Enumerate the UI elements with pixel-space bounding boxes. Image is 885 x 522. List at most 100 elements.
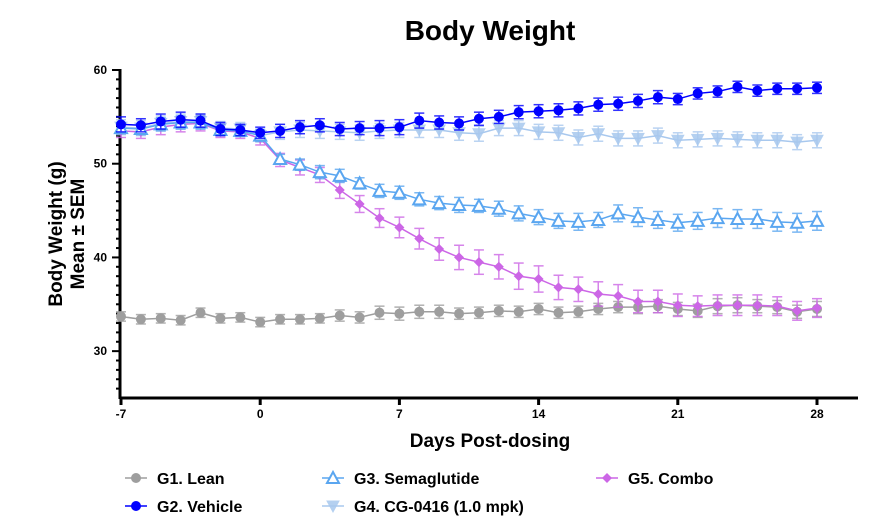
data-point: [491, 200, 507, 215]
data-point: [553, 282, 564, 293]
data-point: [334, 184, 345, 195]
x-tick-label: 28: [810, 407, 824, 421]
legend-item: G5. Combo: [596, 471, 714, 488]
data-point: [332, 167, 348, 182]
data-point: [732, 300, 743, 311]
data-point: [709, 209, 726, 225]
data-point: [749, 210, 766, 226]
data-point: [613, 98, 624, 109]
data-point: [729, 210, 746, 226]
data-point: [750, 134, 765, 148]
data-point: [672, 300, 683, 311]
data-point: [789, 214, 805, 229]
data-point: [533, 273, 544, 284]
data-point: [651, 130, 665, 143]
data-point: [511, 205, 527, 220]
series-1: [116, 80, 822, 140]
data-point: [414, 306, 425, 317]
data-point: [553, 307, 564, 318]
data-point: [312, 164, 328, 179]
data-point: [354, 199, 365, 210]
data-point: [414, 115, 425, 126]
data-point: [275, 314, 286, 325]
data-point: [533, 303, 544, 314]
data-point: [752, 300, 763, 311]
data-point: [511, 122, 526, 136]
legend-label: G5. Combo: [628, 471, 714, 488]
legend-label: G3. Semaglutide: [354, 471, 479, 488]
x-tick-label: 7: [396, 407, 403, 421]
data-point: [493, 305, 504, 316]
data-point: [650, 211, 666, 226]
legend-label: G1. Lean: [157, 471, 225, 488]
data-point: [354, 123, 365, 134]
data-point: [593, 99, 604, 110]
data-point: [294, 122, 305, 133]
x-tick-label: 0: [257, 407, 264, 421]
data-point: [633, 95, 644, 106]
data-point: [473, 307, 484, 318]
y-axis-label-line1: Body Weight (g): [46, 161, 67, 306]
data-point: [471, 197, 487, 212]
y-tick-label: 60: [94, 63, 108, 77]
data-point: [692, 88, 703, 99]
data-point: [550, 212, 567, 227]
data-point: [652, 296, 663, 307]
data-point: [593, 288, 604, 299]
data-point: [155, 116, 166, 127]
data-point: [570, 213, 587, 228]
data-point: [513, 306, 524, 317]
data-point: [314, 120, 325, 131]
data-point: [434, 306, 445, 317]
data-point: [812, 303, 822, 314]
data-point: [255, 127, 266, 138]
data-point: [810, 134, 824, 148]
circle-marker-icon: [131, 473, 141, 483]
data-point: [175, 114, 186, 125]
data-point: [571, 131, 586, 145]
data-point: [135, 314, 146, 325]
data-point: [454, 118, 465, 129]
data-point: [670, 134, 685, 148]
data-point: [611, 132, 625, 146]
data-point: [215, 313, 226, 324]
data-point: [812, 82, 822, 93]
y-tick-label: 40: [94, 250, 108, 264]
data-point: [590, 211, 606, 226]
data-point: [195, 307, 206, 318]
data-point: [752, 85, 763, 96]
data-point: [690, 212, 706, 227]
data-point: [732, 81, 743, 92]
data-point: [116, 119, 126, 130]
data-point: [790, 136, 804, 150]
data-point: [135, 120, 146, 131]
x-axis-label: Days Post-dosing: [410, 431, 570, 452]
data-point: [394, 122, 405, 133]
data-point: [513, 107, 524, 118]
series-0: [116, 296, 822, 328]
data-point: [374, 213, 385, 224]
diamond-marker-icon: [602, 473, 612, 483]
data-point: [155, 313, 166, 324]
data-point: [792, 305, 803, 316]
data-point: [411, 191, 427, 206]
data-point: [374, 123, 385, 134]
data-point: [454, 252, 465, 263]
data-point: [533, 106, 544, 117]
data-point: [116, 311, 126, 322]
data-point: [630, 209, 646, 224]
data-point: [631, 132, 645, 146]
legend-item: G1. Lean: [125, 471, 225, 488]
data-point: [255, 317, 266, 328]
data-point: [551, 127, 566, 140]
data-point: [272, 150, 288, 166]
chart-title: Body Weight: [405, 15, 576, 46]
data-point: [493, 111, 504, 122]
data-point: [394, 222, 405, 233]
data-point: [354, 312, 365, 323]
data-point: [374, 307, 385, 318]
data-point: [235, 312, 246, 323]
data-point: [672, 94, 683, 105]
data-point: [712, 86, 723, 97]
